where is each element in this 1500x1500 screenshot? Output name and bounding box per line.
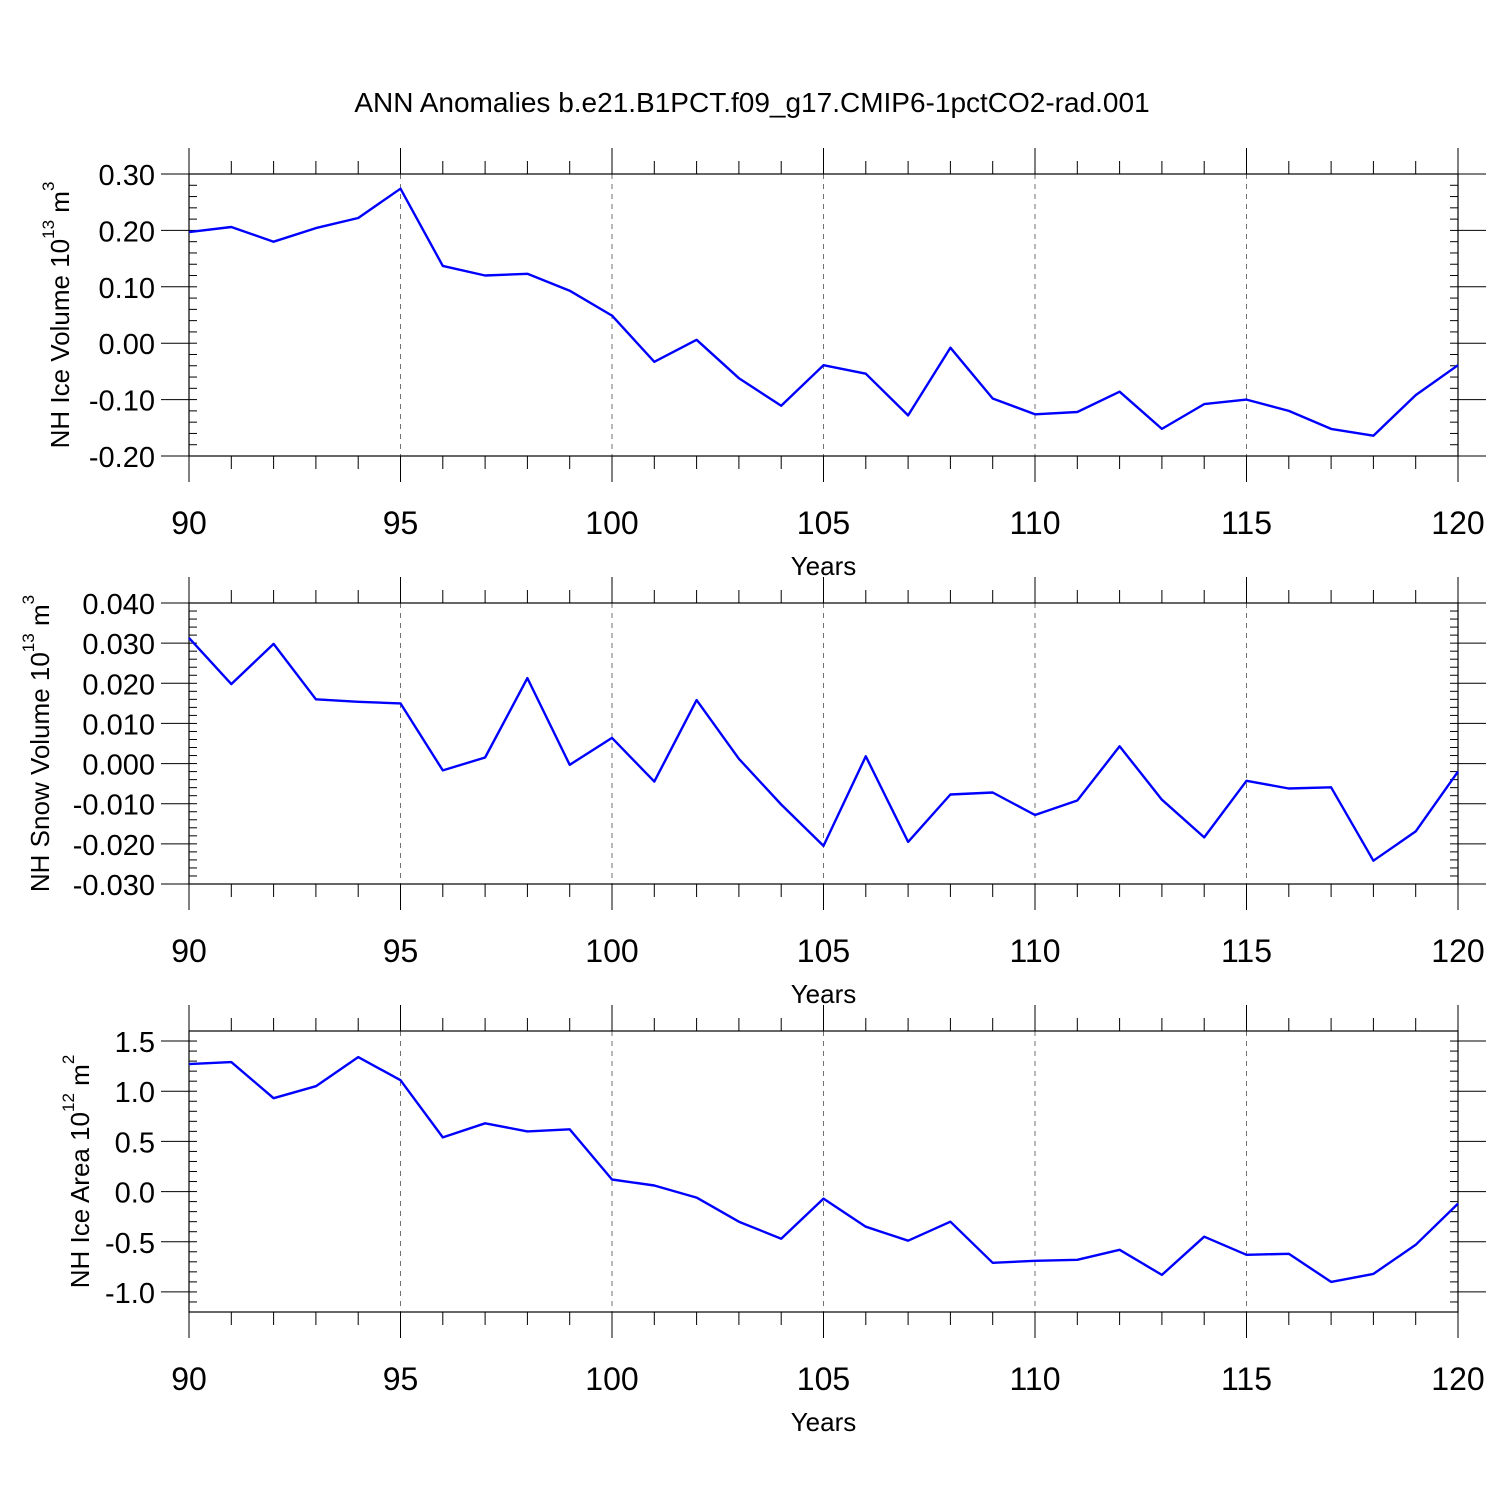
- y-tick-label: 0.030: [82, 629, 155, 661]
- series-group: [188, 187, 1459, 437]
- y-tick-label: 0.10: [99, 273, 155, 305]
- y-tick-label: -0.10: [89, 386, 155, 418]
- y-tick-label: 0.010: [82, 709, 155, 741]
- series-line-nh-ice-area: [188, 1055, 1459, 1284]
- y-axis-label: NH Snow Volume 1013 m3: [19, 595, 54, 892]
- x-tick-label: 100: [585, 505, 638, 541]
- y-axis-label-unit: m: [65, 1064, 95, 1093]
- chart-title: ANN Anomalies b.e21.B1PCT.f09_g17.CMIP6-…: [354, 87, 1149, 118]
- x-tick-label: 100: [585, 933, 638, 969]
- y-axis-label-exponent: 13: [19, 633, 38, 652]
- y-tick-label: 0.5: [115, 1127, 155, 1159]
- x-tick-label: 115: [1221, 933, 1272, 969]
- tick-marks: [161, 148, 1486, 482]
- y-tick-label: -0.20: [89, 442, 155, 474]
- y-axis-label-exponent: 13: [39, 220, 58, 239]
- x-axis-label: Years: [791, 979, 857, 1009]
- y-axis-label-text: NH Ice Volume 10: [45, 239, 75, 449]
- x-tick-label: 120: [1431, 505, 1484, 541]
- x-tick-label: 95: [383, 933, 419, 969]
- x-tick-label: 100: [585, 1361, 638, 1397]
- panel-ice-volume: -0.20 -0.10 0.00 0.10 0.20 0.30 90 95 100 105 110…: [39, 148, 1486, 581]
- y-tick-label: 0.20: [99, 216, 155, 248]
- panel-snow-volume: -0.030 -0.020 -0.010 0.000 0.010 0.020 0.030 0.…: [19, 577, 1486, 1009]
- x-tick-label: 110: [1009, 505, 1060, 541]
- series-line-nh-ice-volume: [188, 187, 1459, 437]
- x-axis-label: Years: [791, 1407, 857, 1437]
- y-tick-label: 1.5: [115, 1027, 155, 1059]
- y-tick-label: -0.5: [105, 1228, 155, 1260]
- y-tick-label: -0.030: [73, 870, 155, 902]
- grid-lines: [400, 603, 1247, 884]
- series-line-nh-snow-volume: [188, 637, 1459, 862]
- y-axis-label-unit-exponent: 2: [59, 1055, 78, 1064]
- x-tick-label: 120: [1431, 933, 1484, 969]
- y-tick-label: -0.020: [73, 830, 155, 862]
- y-axis-label-exponent: 12: [59, 1093, 78, 1112]
- x-tick-label: 90: [171, 933, 207, 969]
- y-axis-label-unit: m: [45, 191, 75, 220]
- x-tick-label: 115: [1221, 505, 1272, 541]
- y-axis-label: NH Ice Area 1012 m2: [59, 1055, 94, 1289]
- x-tick-label: 120: [1431, 1361, 1484, 1397]
- x-tick-labels: 90 95 100 105 110 115 120: [171, 933, 1484, 969]
- y-tick-label: 0.000: [82, 750, 155, 782]
- y-tick-label: 0.0: [115, 1178, 155, 1210]
- grid-lines: [400, 1031, 1247, 1312]
- x-tick-label: 90: [171, 1361, 207, 1397]
- y-tick-label: -0.010: [73, 790, 155, 822]
- grid-lines: [400, 174, 1247, 456]
- x-tick-labels: 90 95 100 105 110 115 120: [171, 1361, 1484, 1397]
- y-tick-labels: -1.0 -0.5 0.0 0.5 1.0 1.5: [105, 1027, 155, 1310]
- series-group: [188, 1055, 1459, 1284]
- tick-marks: [161, 577, 1486, 910]
- y-tick-label: -1.0: [105, 1278, 155, 1310]
- x-tick-label: 90: [171, 505, 207, 541]
- x-tick-label: 105: [797, 933, 850, 969]
- y-tick-label: 0.040: [82, 589, 155, 621]
- y-axis-label: NH Ice Volume 1013 m3: [39, 182, 74, 449]
- y-tick-label: 1.0: [115, 1077, 155, 1109]
- x-tick-label: 95: [383, 505, 419, 541]
- x-tick-label: 110: [1009, 1361, 1060, 1397]
- x-tick-label: 95: [383, 1361, 419, 1397]
- x-tick-label: 105: [797, 505, 850, 541]
- x-tick-label: 115: [1221, 1361, 1272, 1397]
- y-axis-label-unit-exponent: 3: [39, 182, 58, 191]
- y-axis-label-unit-exponent: 3: [19, 595, 38, 604]
- y-tick-label: 0.020: [82, 669, 155, 701]
- y-tick-labels: -0.20 -0.10 0.00 0.10 0.20 0.30: [89, 160, 155, 474]
- x-tick-label: 110: [1009, 933, 1060, 969]
- y-tick-label: 0.30: [99, 160, 155, 192]
- y-axis-label-text: NH Snow Volume 10: [25, 652, 55, 892]
- y-tick-labels: -0.030 -0.020 -0.010 0.000 0.010 0.020 0.030 0.…: [73, 589, 155, 902]
- panel-ice-area: -1.0 -0.5 0.0 0.5 1.0 1.5 90 95 100 105 110 115 120…: [59, 1005, 1486, 1437]
- x-tick-labels: 90 95 100 105 110 115 120: [171, 505, 1484, 541]
- tick-marks: [161, 1005, 1486, 1338]
- y-axis-label-unit: m: [25, 604, 55, 633]
- y-tick-label: 0.00: [99, 329, 155, 361]
- x-axis-label: Years: [791, 551, 857, 581]
- x-tick-label: 105: [797, 1361, 850, 1397]
- y-axis-label-text: NH Ice Area 10: [65, 1112, 95, 1288]
- series-group: [188, 637, 1459, 862]
